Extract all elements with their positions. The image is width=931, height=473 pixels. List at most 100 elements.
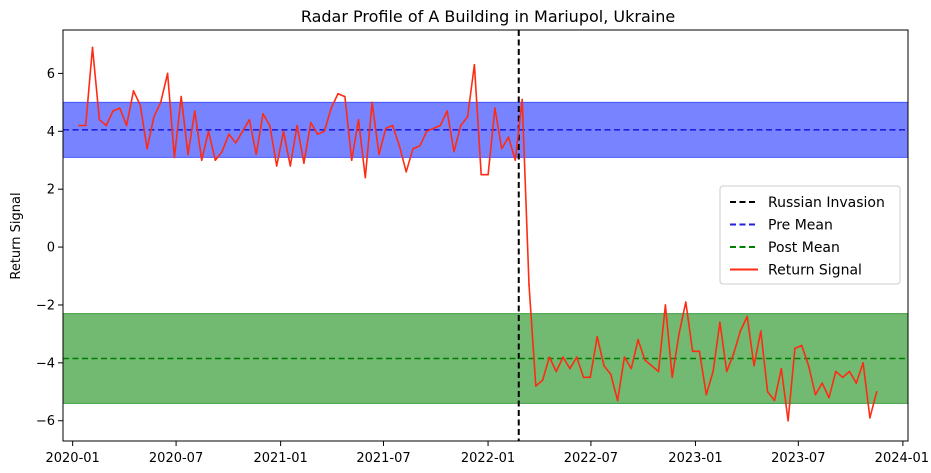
data-point-88	[678, 333, 680, 335]
data-point-11	[153, 116, 155, 118]
data-point-26	[255, 153, 258, 156]
data-point-114	[855, 382, 858, 384]
legend: Russian Invasion Pre Mean Post Mean Return …	[719, 185, 901, 285]
data-point-68	[541, 379, 544, 382]
y-tick-label: 4	[47, 125, 55, 140]
data-point-109	[821, 382, 823, 384]
legend-box	[719, 185, 901, 285]
data-point-73	[575, 356, 578, 358]
data-point-28	[269, 124, 271, 127]
data-point-116	[869, 417, 871, 419]
data-point-117	[875, 390, 878, 393]
data-point-59	[480, 173, 483, 176]
x-tick-label: 2022-07	[564, 451, 618, 466]
y-axis-label: Return Signal	[9, 192, 24, 279]
x-tick-label: 2023-07	[771, 451, 825, 466]
x-tick-label: 2022-01	[461, 451, 515, 466]
x-tick-label: 2020-01	[45, 451, 99, 466]
return-signal-series	[78, 46, 878, 422]
data-point-42	[364, 176, 367, 179]
data-point-38	[337, 92, 339, 95]
data-point-105	[794, 347, 796, 350]
data-point-56	[459, 124, 462, 127]
data-point-57	[466, 116, 469, 118]
data-point-82	[637, 338, 639, 341]
data-point-47	[398, 144, 401, 147]
data-point-96	[732, 353, 735, 355]
y-tick-label: −2	[36, 298, 55, 313]
data-point-10	[146, 147, 148, 150]
data-point-8	[132, 89, 135, 92]
data-point-72	[569, 367, 571, 370]
data-point-49	[412, 147, 414, 150]
data-point-98	[746, 315, 748, 318]
data-point-27	[262, 113, 264, 115]
legend-label: Russian Invasion	[768, 195, 885, 211]
data-point-14	[173, 156, 176, 159]
plot-frame	[62, 29, 909, 442]
data-point-29	[275, 165, 278, 167]
data-point-60	[487, 173, 489, 176]
data-point-24	[241, 130, 244, 133]
y-tick-label: −6	[36, 414, 55, 429]
data-point-83	[644, 359, 646, 361]
data-point-111	[835, 370, 837, 373]
data-point-108	[814, 393, 817, 396]
data-point-33	[303, 162, 305, 164]
data-point-61	[494, 107, 496, 109]
data-point-39	[344, 95, 346, 98]
data-point-22	[228, 133, 230, 135]
data-point-91	[698, 350, 701, 353]
reference-lines	[63, 30, 908, 441]
data-point-2	[91, 46, 94, 49]
data-point-80	[623, 356, 626, 358]
data-point-7	[125, 124, 128, 127]
data-point-1	[84, 124, 87, 127]
data-point-64	[514, 159, 517, 162]
data-point-52	[432, 127, 435, 130]
data-point-9	[139, 104, 142, 107]
data-point-62	[500, 147, 503, 150]
legend-label: Post Mean	[768, 240, 840, 256]
data-point-93	[712, 370, 714, 373]
x-tick-label: 2020-07	[149, 451, 203, 466]
data-point-74	[582, 376, 585, 379]
data-point-78	[610, 373, 612, 376]
data-point-23	[234, 142, 237, 144]
data-point-46	[391, 124, 394, 127]
data-point-53	[439, 124, 442, 127]
x-axis-ticks: 2020-01 2020-07 2021-01 2021-07 2022-01 2022-…	[45, 441, 929, 466]
data-point-35	[316, 133, 319, 135]
data-point-77	[603, 364, 605, 367]
data-point-115	[862, 362, 864, 364]
data-point-20	[214, 159, 217, 162]
data-point-99	[753, 364, 755, 367]
data-point-4	[105, 124, 107, 127]
data-point-5	[112, 110, 114, 112]
data-point-102	[773, 399, 776, 402]
data-point-15	[180, 95, 182, 98]
data-point-90	[691, 350, 694, 353]
x-tick-label: 2024-01	[875, 451, 929, 466]
data-point-89	[685, 301, 687, 303]
data-point-84	[650, 364, 653, 367]
data-point-54	[446, 110, 448, 112]
y-tick-label: 0	[47, 241, 55, 256]
data-point-112	[841, 376, 844, 379]
data-point-32	[296, 124, 298, 127]
data-point-12	[159, 101, 162, 104]
data-point-58	[473, 63, 476, 66]
data-point-100	[760, 330, 762, 332]
x-tick-label: 2021-07	[356, 451, 410, 466]
data-point-66	[528, 283, 530, 286]
data-point-25	[248, 118, 251, 121]
data-point-21	[221, 150, 223, 153]
data-point-13	[166, 72, 169, 75]
data-point-69	[548, 356, 551, 358]
legend-label: Pre Mean	[768, 218, 833, 234]
x-tick-label: 2023-01	[668, 451, 722, 466]
data-point-113	[848, 370, 851, 373]
data-point-75	[589, 376, 592, 379]
data-point-92	[705, 393, 708, 396]
data-point-30	[282, 130, 285, 133]
